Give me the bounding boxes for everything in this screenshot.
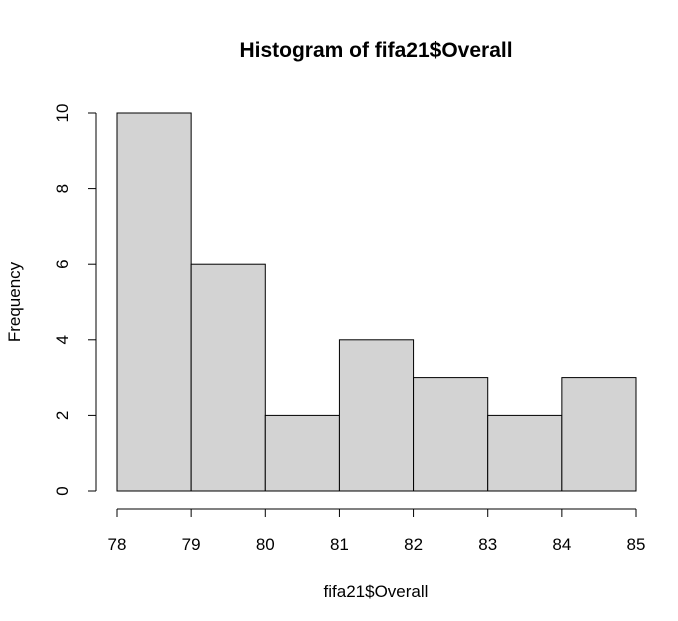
y-tick-label: 0: [53, 486, 72, 495]
histogram-bar: [116, 112, 192, 492]
y-tick-label: 8: [53, 184, 72, 193]
y-tick-label: 2: [53, 411, 72, 420]
histogram-bar: [561, 377, 637, 492]
histogram-bar: [190, 263, 266, 492]
histogram-bar: [487, 414, 563, 492]
x-tick-label: 80: [256, 535, 275, 554]
x-tick-label: 79: [182, 535, 201, 554]
x-tick-label: 78: [108, 535, 127, 554]
x-tick-label: 85: [627, 535, 646, 554]
x-tick-label: 84: [552, 535, 571, 554]
y-tick-label: 4: [53, 335, 72, 344]
histogram-bar: [264, 414, 340, 492]
histogram-bar: [338, 339, 415, 492]
y-axis: 0 2 4 6 8 10: [53, 104, 97, 496]
y-tick-label: 6: [53, 259, 72, 268]
x-tick-label: 82: [404, 535, 423, 554]
x-axis: 78 79 80 81 82 83 84 85: [108, 508, 646, 554]
x-axis-label: fifa21$Overall: [324, 582, 429, 601]
bars-group: [116, 112, 637, 492]
x-tick-label: 81: [330, 535, 349, 554]
chart-title: Histogram of fifa21$Overall: [239, 39, 512, 62]
y-tick-label: 10: [53, 104, 72, 123]
x-tick-label: 83: [478, 535, 497, 554]
y-axis-label: Frequency: [5, 261, 24, 342]
histogram-bar: [413, 377, 489, 492]
